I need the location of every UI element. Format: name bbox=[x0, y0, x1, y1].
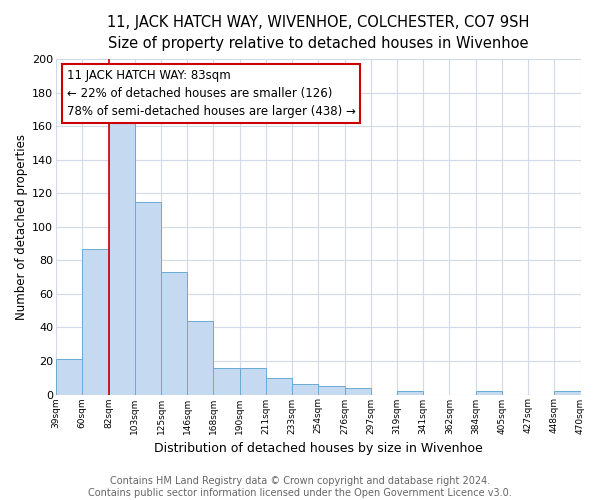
Bar bbox=[397, 391, 423, 394]
Title: 11, JACK HATCH WAY, WIVENHOE, COLCHESTER, CO7 9SH
Size of property relative to d: 11, JACK HATCH WAY, WIVENHOE, COLCHESTER… bbox=[107, 15, 529, 51]
Bar bbox=[214, 368, 239, 394]
Y-axis label: Number of detached properties: Number of detached properties bbox=[15, 134, 28, 320]
Bar bbox=[161, 272, 187, 394]
Bar bbox=[266, 378, 292, 394]
Bar bbox=[554, 391, 581, 394]
Bar bbox=[344, 388, 371, 394]
Bar bbox=[318, 386, 344, 394]
Text: 11 JACK HATCH WAY: 83sqm
← 22% of detached houses are smaller (126)
78% of semi-: 11 JACK HATCH WAY: 83sqm ← 22% of detach… bbox=[67, 69, 355, 118]
Bar bbox=[135, 202, 161, 394]
Bar bbox=[239, 368, 266, 394]
Bar bbox=[82, 248, 109, 394]
Text: Contains HM Land Registry data © Crown copyright and database right 2024.
Contai: Contains HM Land Registry data © Crown c… bbox=[88, 476, 512, 498]
Bar bbox=[56, 360, 82, 394]
Bar bbox=[109, 111, 135, 395]
Bar bbox=[187, 320, 214, 394]
X-axis label: Distribution of detached houses by size in Wivenhoe: Distribution of detached houses by size … bbox=[154, 442, 482, 455]
Bar bbox=[292, 384, 318, 394]
Bar bbox=[476, 391, 502, 394]
